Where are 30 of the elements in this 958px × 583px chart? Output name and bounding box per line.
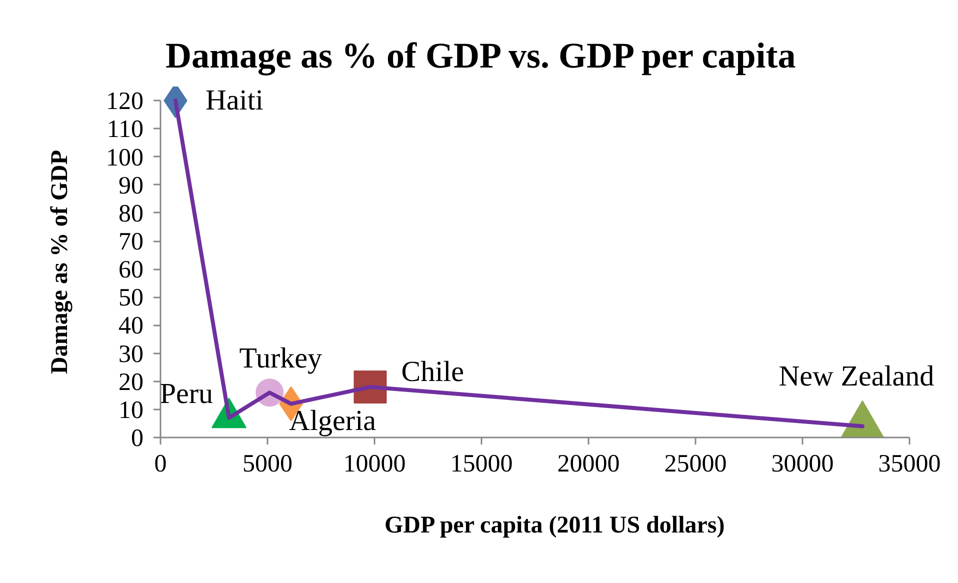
series-label: New Zealand — [778, 360, 935, 392]
y-tick-label: 120 — [106, 88, 144, 116]
y-tick-label: 20 — [118, 368, 144, 396]
x-tick-label: 20000 — [557, 450, 620, 478]
x-tick-label: 15000 — [450, 450, 513, 478]
y-tick-label: 110 — [106, 116, 144, 144]
y-tick-label: 80 — [118, 200, 144, 228]
x-tick-label: 35000 — [878, 450, 941, 478]
series-label: Turkey — [239, 342, 322, 375]
x-tick-label: 10000 — [343, 450, 406, 478]
series-label: Haiti — [205, 84, 264, 117]
series-label: Peru — [160, 378, 213, 410]
y-tick-label: 100 — [106, 144, 144, 172]
y-axis-title: Damage as % of GDP — [47, 150, 73, 374]
x-tick-label: 30000 — [771, 450, 834, 478]
y-tick-label: 70 — [118, 228, 144, 256]
chart-title: Damage as % of GDP vs. GDP per capita — [166, 36, 796, 76]
y-tick-label: 40 — [118, 312, 144, 340]
y-tick-label: 90 — [118, 172, 144, 200]
y-tick-label: 10 — [118, 396, 144, 424]
y-tick-label: 0 — [131, 425, 144, 452]
x-tick-label: 0 — [154, 450, 167, 478]
series-label: Chile — [401, 356, 464, 388]
x-tick-label: 5000 — [242, 450, 292, 478]
y-tick-label: 50 — [118, 284, 144, 312]
y-tick-label: 60 — [118, 256, 144, 284]
x-tick-label: 25000 — [664, 450, 727, 478]
x-axis-title: GDP per capita (2011 US dollars) — [384, 512, 725, 538]
y-tick-label: 30 — [118, 340, 144, 368]
series-label: Algeria — [289, 404, 376, 437]
